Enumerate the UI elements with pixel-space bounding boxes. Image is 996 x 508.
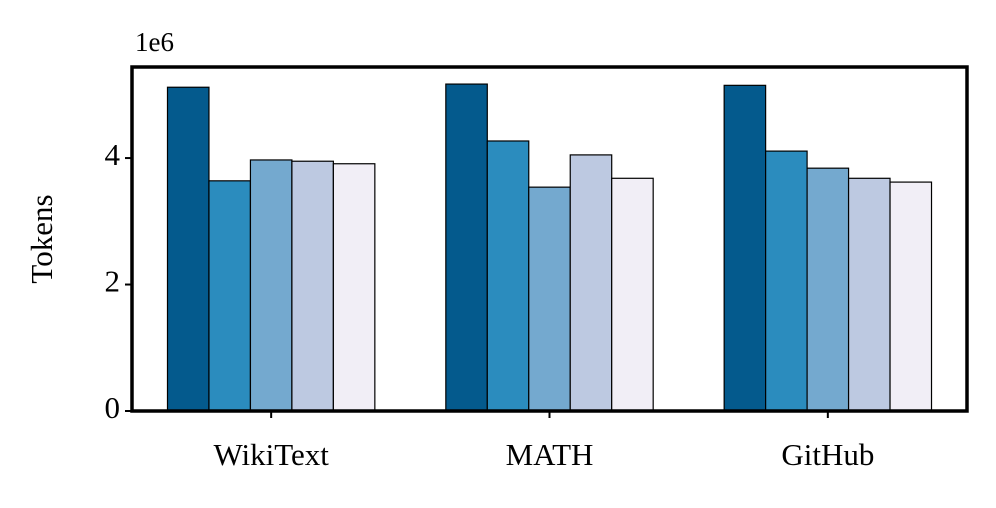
bar bbox=[208, 180, 252, 412]
bar bbox=[723, 84, 767, 412]
x-tick-label: GitHub bbox=[781, 437, 874, 472]
x-tick-label: MATH bbox=[506, 437, 594, 472]
plot-frame bbox=[130, 65, 969, 413]
bar bbox=[569, 154, 613, 412]
offset-label: 1e6 bbox=[135, 27, 174, 57]
y-tick-label: 0 bbox=[105, 390, 121, 425]
bar bbox=[765, 150, 808, 412]
bar bbox=[528, 186, 571, 412]
bar bbox=[611, 177, 654, 412]
bar bbox=[166, 86, 210, 412]
bar bbox=[249, 159, 293, 412]
y-tick-label: 4 bbox=[105, 137, 121, 172]
bar bbox=[291, 160, 334, 412]
bar bbox=[847, 177, 891, 412]
y-axis-label: Tokens bbox=[24, 194, 59, 283]
bar bbox=[806, 167, 850, 412]
bar bbox=[889, 181, 933, 412]
bar bbox=[332, 163, 376, 412]
x-tick-label: WikiText bbox=[213, 437, 329, 472]
bar bbox=[486, 140, 530, 412]
y-tick-label: 2 bbox=[105, 264, 121, 299]
bar bbox=[445, 83, 488, 412]
